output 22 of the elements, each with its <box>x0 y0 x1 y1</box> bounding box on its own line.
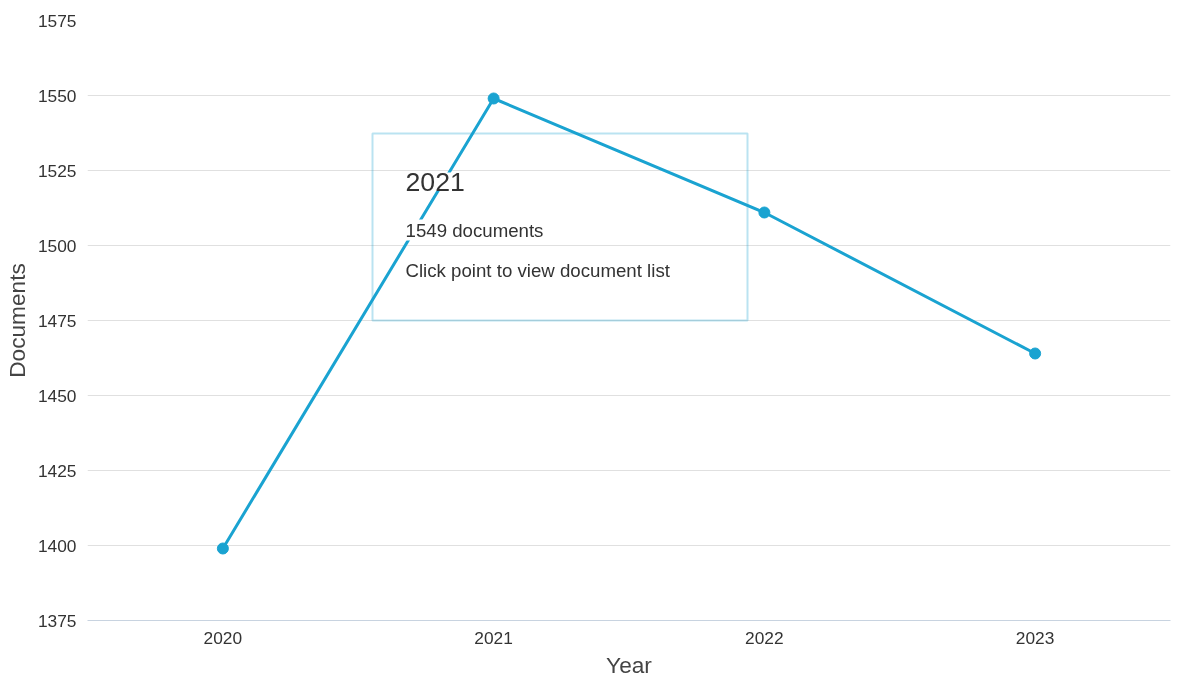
y-axis-title: Documents <box>3 263 30 378</box>
y-tick-label: 1475 <box>37 310 77 331</box>
x-tick-label: 2021 <box>474 627 513 648</box>
y-tick-label: 1525 <box>37 160 77 181</box>
y-tick-label: 1400 <box>37 535 77 556</box>
x-tick-label: 2023 <box>1015 627 1055 648</box>
y-tick-label: 1550 <box>37 85 77 106</box>
x-axis-title: Year <box>606 651 653 678</box>
x-tick-label: 2022 <box>745 627 784 648</box>
annotation: 1549 documents <box>405 219 544 241</box>
y-tick-label: 1450 <box>37 385 77 406</box>
y-tick-label: 1575 <box>37 10 77 31</box>
annotation: Click point to view document list <box>405 259 671 281</box>
point <box>758 206 771 219</box>
y-tick-label: 1375 <box>37 610 77 631</box>
y-tick-label: 1425 <box>37 460 77 481</box>
x-tick-label: 2020 <box>203 627 243 648</box>
y-tick-label: 1500 <box>37 235 77 256</box>
annotation: 2021 <box>405 166 465 197</box>
point <box>487 92 500 105</box>
point <box>216 542 229 555</box>
point <box>1029 347 1042 360</box>
